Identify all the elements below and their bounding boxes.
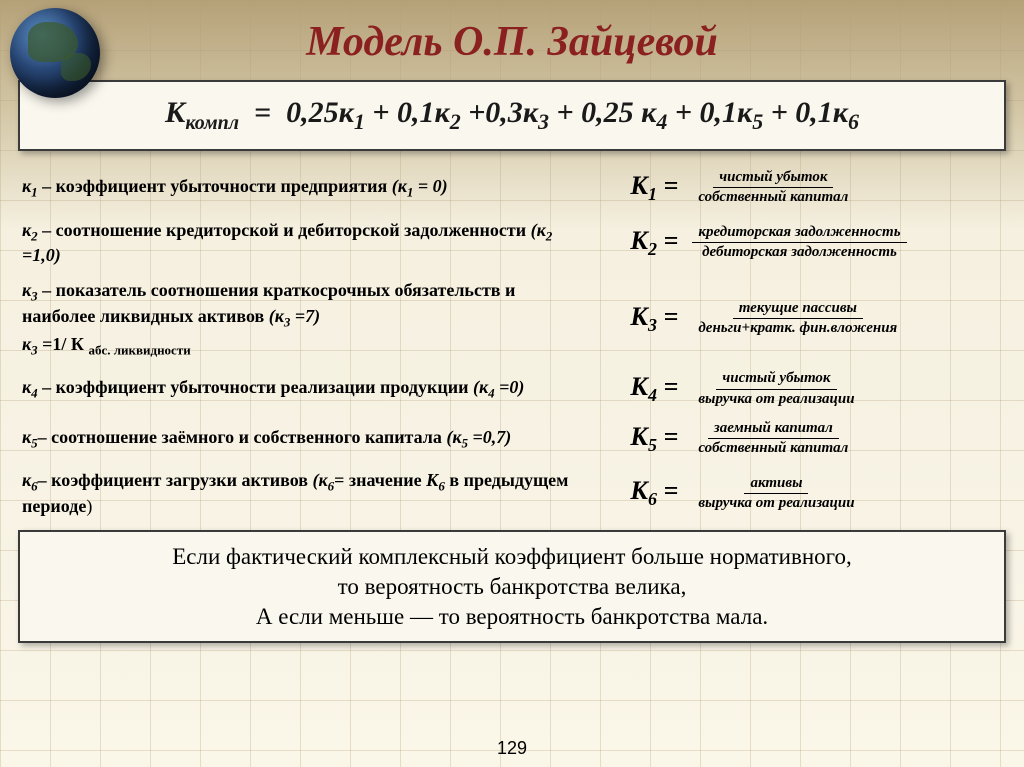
globe-icon bbox=[10, 8, 100, 98]
coeff-formula: К6 = активывыручка от реализации bbox=[590, 475, 1002, 513]
coeff-row: к4 – коэффициент убыточности реализации … bbox=[22, 370, 1002, 408]
coeff-symbol: К4 = bbox=[630, 372, 678, 406]
coeff-row: к2 – соотношение кредиторской и дебиторс… bbox=[22, 219, 1002, 267]
fraction: чистый убытоксобственный капитал bbox=[692, 169, 854, 207]
coeff-symbol: К3 = bbox=[630, 302, 678, 336]
coeff-row: к6– коэффициент загрузки активов (к6= зн… bbox=[22, 469, 1002, 517]
coeff-row: к5– соотношение заёмного и собственного … bbox=[22, 420, 1002, 458]
numerator: активы bbox=[744, 475, 808, 494]
coeff-symbol: К5 = bbox=[630, 422, 678, 456]
coeff-symbol: К2 = bbox=[630, 226, 678, 260]
coeff-formula: К4 = чистый убытоквыручка от реализации bbox=[590, 370, 1002, 408]
coeff-formula: К5 = заемный капиталсобственный капитал bbox=[590, 420, 1002, 458]
coeff-symbol: К1 = bbox=[630, 171, 678, 205]
numerator: кредиторская задолженность bbox=[692, 224, 906, 243]
numerator: чистый убыток bbox=[716, 370, 836, 389]
coeff-description: к2 – соотношение кредиторской и дебиторс… bbox=[22, 219, 590, 267]
numerator: заемный капитал bbox=[708, 420, 839, 439]
denominator: собственный капитал bbox=[692, 188, 854, 206]
formula-lhs-sub: компл bbox=[185, 112, 239, 134]
fraction: активывыручка от реализации bbox=[692, 475, 860, 513]
denominator: собственный капитал bbox=[692, 439, 854, 457]
formula-lhs-k: К bbox=[165, 96, 185, 129]
coeff-description: к6– коэффициент загрузки активов (к6= зн… bbox=[22, 469, 590, 517]
conclusion-line: А если меньше — то вероятность банкротст… bbox=[40, 602, 984, 632]
fraction: заемный капиталсобственный капитал bbox=[692, 420, 854, 458]
coeff-description: к5– соотношение заёмного и собственного … bbox=[22, 426, 590, 452]
coeff-formula: К1 = чистый убытоксобственный капитал bbox=[590, 169, 1002, 207]
main-formula: Ккомпл = 0,25к1 + 0,1к2 +0,3к3 + 0,25 к4… bbox=[18, 80, 1006, 151]
denominator: выручка от реализации bbox=[692, 390, 860, 408]
page-number: 129 bbox=[497, 738, 527, 759]
denominator: деньги+кратк. фин.вложения bbox=[692, 319, 903, 337]
coeff-formula: К2 = кредиторская задолженностьдебиторска… bbox=[590, 224, 1002, 262]
coeff-row: к3 – показатель соотношения краткосрочны… bbox=[22, 279, 1002, 359]
denominator: выручка от реализации bbox=[692, 494, 860, 512]
coeff-row: к1 – коэффициент убыточности предприятия… bbox=[22, 169, 1002, 207]
coeff-formula: К3 = текущие пассивыденьги+кратк. фин.вло… bbox=[590, 300, 1002, 338]
conclusion-box: Если фактический комплексный коэффициент… bbox=[18, 530, 1006, 644]
numerator: текущие пассивы bbox=[733, 300, 863, 319]
conclusion-line: то вероятность банкротства велика, bbox=[40, 572, 984, 602]
numerator: чистый убыток bbox=[713, 169, 833, 188]
fraction: кредиторская задолженностьдебиторская за… bbox=[692, 224, 906, 262]
fraction: текущие пассивыденьги+кратк. фин.вложени… bbox=[692, 300, 903, 338]
fraction: чистый убытоквыручка от реализации bbox=[692, 370, 860, 408]
page-title: Модель О.П. Зайцевой bbox=[0, 0, 1024, 66]
coeff-description: к3 – показатель соотношения краткосрочны… bbox=[22, 279, 590, 359]
coeff-description: к1 – коэффициент убыточности предприятия… bbox=[22, 175, 590, 201]
definitions: к1 – коэффициент убыточности предприятия… bbox=[22, 169, 1002, 518]
denominator: дебиторская задолженность bbox=[696, 243, 903, 261]
coeff-symbol: К6 = bbox=[630, 476, 678, 510]
conclusion-line: Если фактический комплексный коэффициент… bbox=[40, 542, 984, 572]
coeff-description: к4 – коэффициент убыточности реализации … bbox=[22, 376, 590, 402]
